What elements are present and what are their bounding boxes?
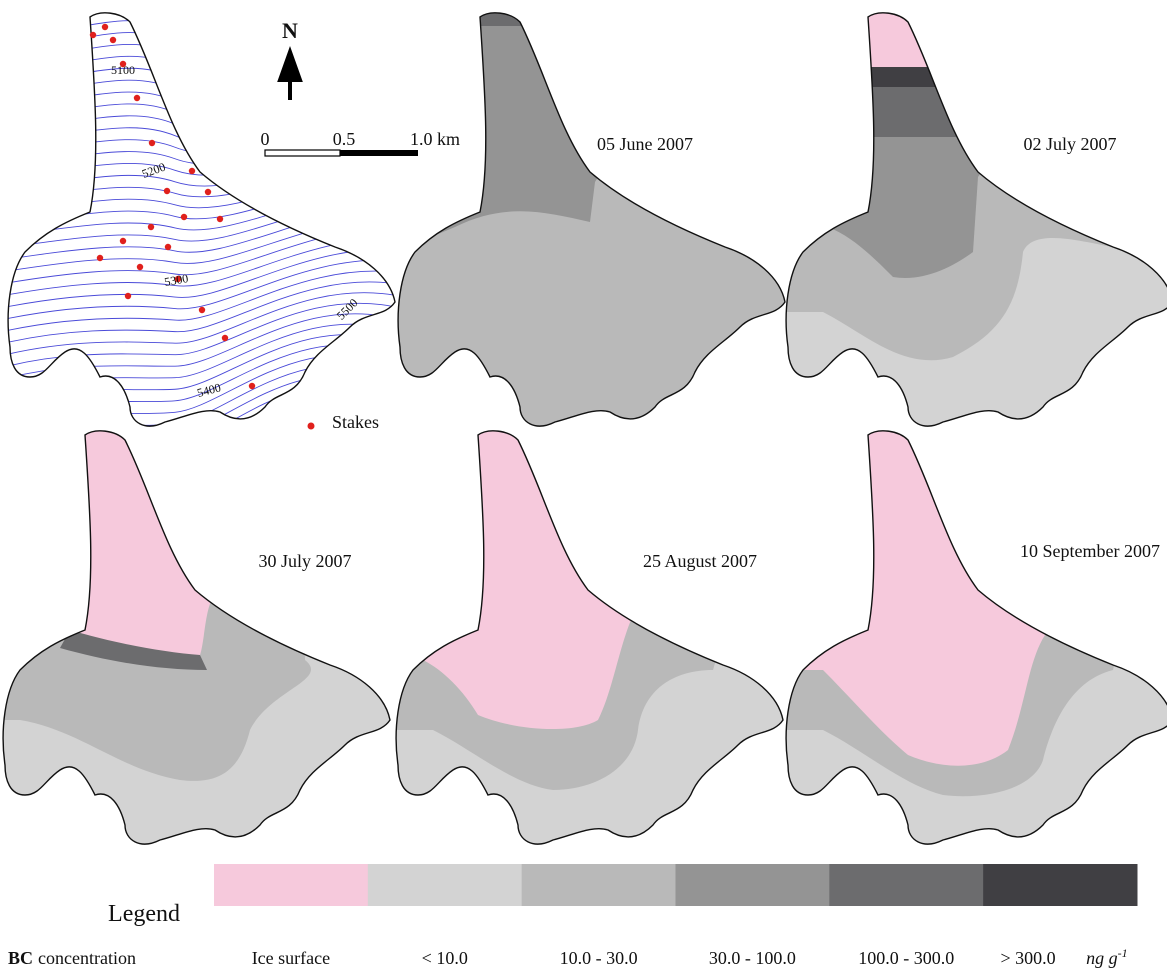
stake (216, 215, 224, 223)
contour (8, 43, 395, 113)
north-label: N (282, 18, 298, 43)
contour (8, 12, 395, 71)
unit-exponent: -1 (1118, 946, 1128, 960)
stake (96, 254, 104, 262)
stake (89, 31, 97, 39)
contour (8, 67, 395, 133)
scale-label: 0 (261, 129, 270, 149)
bc-zone (3, 430, 300, 655)
legend-label: > 300.0 (1001, 948, 1056, 968)
bc-zone (60, 630, 207, 670)
zones (786, 430, 1167, 845)
date-label: 05 June 2007 (597, 134, 693, 154)
stake (109, 36, 117, 44)
scale-bar: N 0 0.5 1.0 km Stakes (261, 18, 461, 432)
legend-label: < 10.0 (422, 948, 468, 968)
stake (221, 334, 229, 342)
zones (396, 430, 783, 845)
stake (101, 23, 109, 31)
date-label: 02 July 2007 (1023, 134, 1116, 154)
stake (248, 382, 256, 390)
legend-swatch (367, 864, 523, 906)
contour (8, 12, 395, 61)
stake (204, 188, 212, 196)
contour-label: 5400 (196, 380, 223, 400)
stake (124, 292, 132, 300)
stake (136, 263, 144, 271)
contour (8, 292, 395, 358)
glacier-fill (8, 12, 395, 427)
stake (133, 94, 141, 102)
zones (786, 12, 1167, 427)
contour (8, 12, 395, 51)
bc-zone (786, 12, 1167, 67)
stake (147, 223, 155, 231)
scale-label: 1.0 km (410, 129, 460, 149)
contour (8, 55, 395, 123)
contour (8, 270, 395, 334)
glacier-panel (2, 430, 391, 845)
stake (163, 187, 171, 195)
contour-label: 5100 (111, 63, 135, 77)
legend-title: Legend (108, 901, 180, 927)
date-label: 30 July 2007 (258, 551, 351, 571)
date-label: 10 September 2007 (1020, 541, 1160, 561)
contour (8, 259, 395, 322)
scale-label: 0.5 (333, 129, 356, 149)
stake (119, 237, 127, 245)
legend-swatch (983, 864, 1138, 906)
glacier-panel (785, 12, 1167, 427)
contour (8, 281, 395, 346)
unit: ng g (1086, 948, 1118, 968)
contour (8, 31, 395, 102)
legend-label: Ice surface (252, 948, 330, 968)
bc-zone (398, 12, 785, 26)
legend-label: 10.0 - 30.0 (560, 948, 638, 968)
date-label: 25 August 2007 (643, 551, 757, 571)
caption: concentration (38, 948, 136, 968)
legend-swatch (214, 864, 369, 906)
zones (398, 12, 785, 427)
caption-bold: BC (8, 948, 33, 968)
stakes-label: Stakes (332, 412, 379, 432)
stake (198, 306, 206, 314)
stake (148, 139, 156, 147)
contour (8, 248, 395, 310)
legend-unit: ng g-1 (1086, 946, 1128, 968)
contour (8, 236, 395, 298)
stake (188, 167, 196, 175)
stake (180, 213, 188, 221)
zones (3, 430, 390, 845)
legend-caption: BC concentration (8, 948, 136, 968)
legend-label: 100.0 - 300.0 (858, 948, 954, 968)
bc-zone (786, 67, 1167, 87)
bc-zone (786, 87, 1167, 137)
legend-swatch (675, 864, 830, 906)
contour (8, 19, 395, 92)
contour-label: 5300 (163, 271, 189, 289)
stake (174, 275, 182, 283)
contour (8, 12, 395, 81)
glacier-panel (397, 12, 786, 427)
glacier-panel (785, 430, 1167, 845)
glacier-panel (395, 430, 784, 845)
legend-label: 30.0 - 100.0 (709, 948, 796, 968)
stake (164, 243, 172, 251)
legend-swatch (521, 864, 676, 906)
legend-swatch (829, 864, 984, 906)
stake (119, 60, 127, 68)
